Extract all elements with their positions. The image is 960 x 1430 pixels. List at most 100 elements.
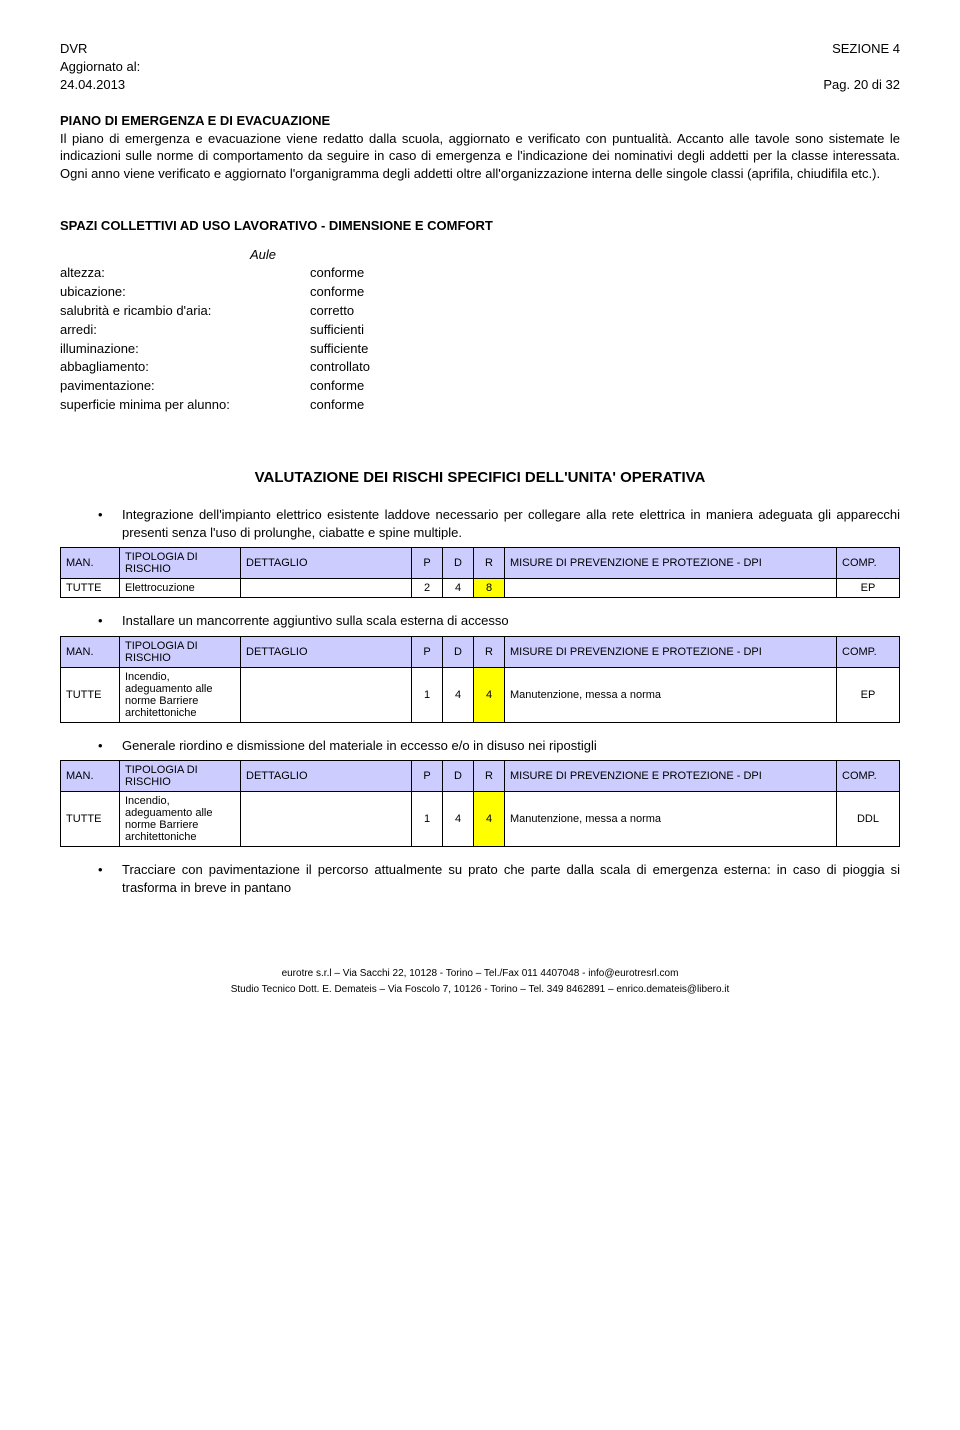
list-item: superficie minima per alunno:conforme — [60, 396, 900, 415]
cell-r: 4 — [474, 667, 505, 722]
header-left: DVR Aggiornato al: 24.04.2013 — [60, 40, 140, 95]
cell-tip: Incendio, adeguamento alle norme Barrier… — [120, 792, 241, 847]
th-comp: COMP. — [837, 636, 900, 667]
cell-det — [241, 792, 412, 847]
kv-key: arredi: — [60, 321, 310, 340]
kv-val: corretto — [310, 302, 354, 321]
table-row: TUTTE Incendio, adeguamento alle norme B… — [61, 792, 900, 847]
bullet-icon: • — [98, 737, 122, 755]
cell-tip: Elettrocuzione — [120, 579, 241, 598]
cell-p: 2 — [412, 579, 443, 598]
header-page-number: Pag. 20 di 32 — [823, 76, 900, 94]
bullet-icon: • — [98, 861, 122, 896]
cell-det — [241, 667, 412, 722]
header-updated-label: Aggiornato al: — [60, 58, 140, 76]
list-item: abbagliamento:controllato — [60, 358, 900, 377]
th-man: MAN. — [61, 761, 120, 792]
valutazione-title: VALUTAZIONE DEI RISCHI SPECIFICI DELL'UN… — [60, 469, 900, 486]
cell-comp: DDL — [837, 792, 900, 847]
table-header-row: MAN. TIPOLOGIA DI RISCHIO DETTAGLIO P D … — [61, 548, 900, 579]
th-d: D — [443, 636, 474, 667]
kv-key: superficie minima per alunno: — [60, 396, 310, 415]
th-r: R — [474, 636, 505, 667]
bullet-item: • Integrazione dell'impianto elettrico e… — [98, 506, 900, 541]
cell-man: TUTTE — [61, 579, 120, 598]
th-det: DETTAGLIO — [241, 636, 412, 667]
footer-line2: Studio Tecnico Dott. E. Demateis – Via F… — [60, 982, 900, 998]
bullet-icon: • — [98, 612, 122, 630]
table-row: TUTTE Elettrocuzione 2 4 8 EP — [61, 579, 900, 598]
table-header-row: MAN. TIPOLOGIA DI RISCHIO DETTAGLIO P D … — [61, 761, 900, 792]
th-p: P — [412, 761, 443, 792]
th-man: MAN. — [61, 548, 120, 579]
kv-val: sufficienti — [310, 321, 364, 340]
header-right: SEZIONE 4 Pag. 20 di 32 — [823, 40, 900, 95]
table-row: TUTTE Incendio, adeguamento alle norme B… — [61, 667, 900, 722]
header-section: SEZIONE 4 — [823, 40, 900, 58]
page-header: DVR Aggiornato al: 24.04.2013 SEZIONE 4 … — [60, 40, 900, 95]
spazi-list: altezza:conforme ubicazione:conforme sal… — [60, 264, 900, 415]
th-tip: TIPOLOGIA DI RISCHIO — [120, 636, 241, 667]
cell-p: 1 — [412, 667, 443, 722]
th-det: DETTAGLIO — [241, 548, 412, 579]
list-item: ubicazione:conforme — [60, 283, 900, 302]
list-item: salubrità e ricambio d'aria:corretto — [60, 302, 900, 321]
bullet-text: Integrazione dell'impianto elettrico esi… — [122, 506, 900, 541]
bullet-item: • Tracciare con pavimentazione il percor… — [98, 861, 900, 896]
cell-d: 4 — [443, 579, 474, 598]
kv-val: conforme — [310, 396, 364, 415]
th-det: DETTAGLIO — [241, 761, 412, 792]
kv-val: sufficiente — [310, 340, 368, 359]
kv-key: altezza: — [60, 264, 310, 283]
header-date: 24.04.2013 — [60, 76, 140, 94]
cell-r: 4 — [474, 792, 505, 847]
th-mis: MISURE DI PREVENZIONE E PROTEZIONE - DPI — [505, 636, 837, 667]
th-r: R — [474, 548, 505, 579]
table-header-row: MAN. TIPOLOGIA DI RISCHIO DETTAGLIO P D … — [61, 636, 900, 667]
list-item: arredi:sufficienti — [60, 321, 900, 340]
kv-val: conforme — [310, 283, 364, 302]
piano-title: PIANO DI EMERGENZA E DI EVACUAZIONE — [60, 113, 900, 128]
bullet-item: • Generale riordino e dismissione del ma… — [98, 737, 900, 755]
cell-man: TUTTE — [61, 792, 120, 847]
list-item: pavimentazione:conforme — [60, 377, 900, 396]
list-item: altezza:conforme — [60, 264, 900, 283]
th-tip: TIPOLOGIA DI RISCHIO — [120, 761, 241, 792]
risk-table-3: MAN. TIPOLOGIA DI RISCHIO DETTAGLIO P D … — [60, 760, 900, 847]
kv-key: salubrità e ricambio d'aria: — [60, 302, 310, 321]
kv-val: conforme — [310, 264, 364, 283]
th-p: P — [412, 636, 443, 667]
th-mis: MISURE DI PREVENZIONE E PROTEZIONE - DPI — [505, 548, 837, 579]
page: DVR Aggiornato al: 24.04.2013 SEZIONE 4 … — [0, 0, 960, 1028]
th-man: MAN. — [61, 636, 120, 667]
th-d: D — [443, 761, 474, 792]
cell-comp: EP — [837, 667, 900, 722]
bullet-text: Tracciare con pavimentazione il percorso… — [122, 861, 900, 896]
th-mis: MISURE DI PREVENZIONE E PROTEZIONE - DPI — [505, 761, 837, 792]
cell-r: 8 — [474, 579, 505, 598]
kv-key: abbagliamento: — [60, 358, 310, 377]
list-item: illuminazione:sufficiente — [60, 340, 900, 359]
cell-tip: Incendio, adeguamento alle norme Barrier… — [120, 667, 241, 722]
spazi-subtitle: Aule — [250, 247, 900, 262]
th-d: D — [443, 548, 474, 579]
cell-d: 4 — [443, 667, 474, 722]
bullet-item: • Installare un mancorrente aggiuntivo s… — [98, 612, 900, 630]
th-tip: TIPOLOGIA DI RISCHIO — [120, 548, 241, 579]
kv-val: conforme — [310, 377, 364, 396]
cell-man: TUTTE — [61, 667, 120, 722]
risk-table-2: MAN. TIPOLOGIA DI RISCHIO DETTAGLIO P D … — [60, 636, 900, 723]
kv-key: illuminazione: — [60, 340, 310, 359]
bullet-icon: • — [98, 506, 122, 541]
footer-line1: eurotre s.r.l – Via Sacchi 22, 10128 - T… — [60, 966, 900, 982]
cell-comp: EP — [837, 579, 900, 598]
th-comp: COMP. — [837, 761, 900, 792]
kv-key: ubicazione: — [60, 283, 310, 302]
th-comp: COMP. — [837, 548, 900, 579]
risk-table-1: MAN. TIPOLOGIA DI RISCHIO DETTAGLIO P D … — [60, 547, 900, 598]
cell-p: 1 — [412, 792, 443, 847]
cell-d: 4 — [443, 792, 474, 847]
cell-mis — [505, 579, 837, 598]
cell-mis: Manutenzione, messa a norma — [505, 792, 837, 847]
page-footer: eurotre s.r.l – Via Sacchi 22, 10128 - T… — [60, 966, 900, 998]
